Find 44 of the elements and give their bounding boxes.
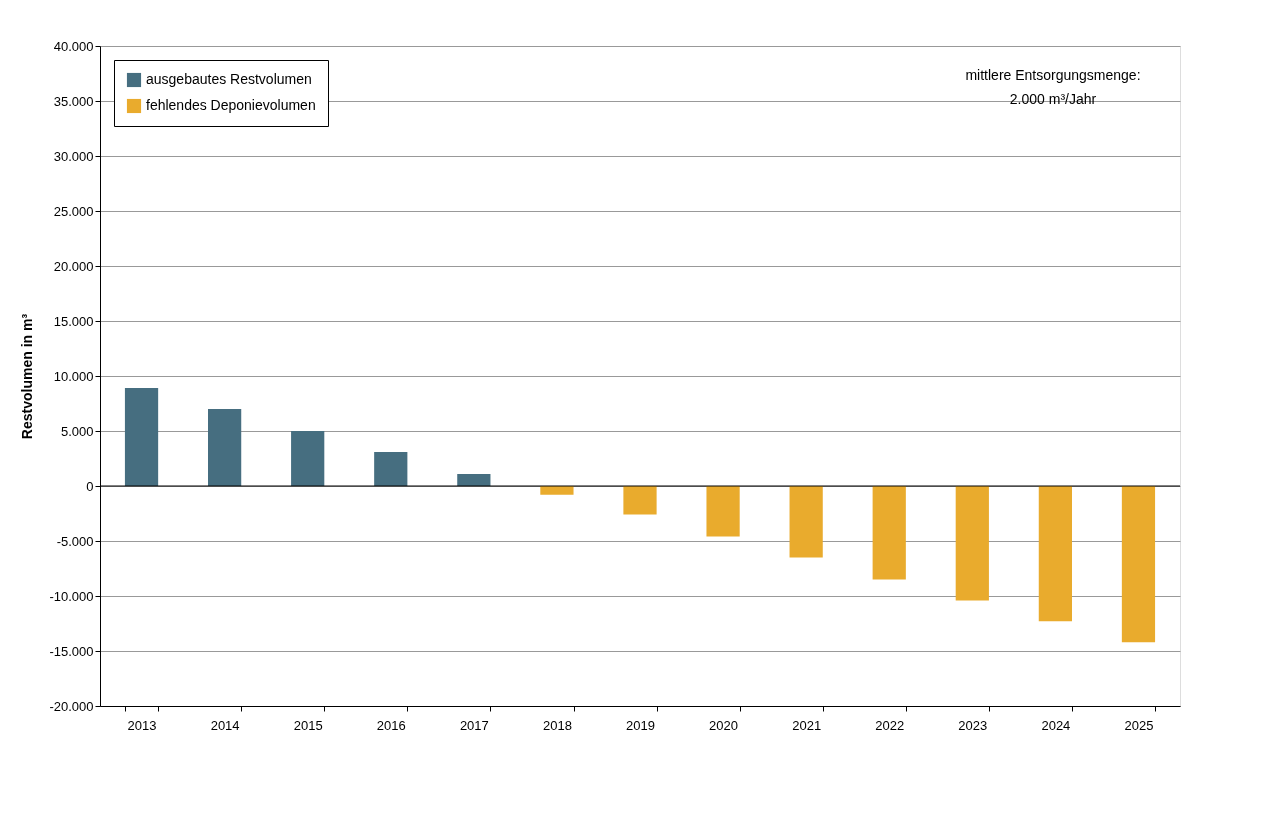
y-tick-label: 25.000 xyxy=(53,203,94,219)
x-tick-label: 2019 xyxy=(626,717,655,733)
bar xyxy=(872,486,906,580)
x-tick-label: 2020 xyxy=(709,717,739,733)
x-tick-label: 2015 xyxy=(293,717,323,733)
legend-label: fehlendes Deponievolumen xyxy=(146,97,316,113)
y-tick-label: 0 xyxy=(86,478,94,494)
x-tick-label: 2024 xyxy=(1041,717,1071,733)
bar xyxy=(706,486,740,537)
x-tick-label: 2023 xyxy=(958,717,988,733)
annotation: mittlere Entsorgungsmenge: xyxy=(965,67,1141,83)
x-tick-label: 2013 xyxy=(127,717,157,733)
y-tick-label: -5.000 xyxy=(56,533,94,549)
y-tick-label: 40.000 xyxy=(53,38,94,54)
bar xyxy=(291,431,325,486)
bar xyxy=(1121,486,1156,643)
x-tick-label: 2017 xyxy=(459,717,489,733)
y-tick-label: 10.000 xyxy=(53,368,94,384)
y-tick-label: -20.000 xyxy=(49,698,94,714)
bar xyxy=(623,486,657,515)
annotation: 2.000 m³/Jahr xyxy=(1009,91,1097,107)
y-tick-label: -10.000 xyxy=(49,588,94,604)
y-tick-label: 5.000 xyxy=(60,423,94,439)
x-tick-label: 2021 xyxy=(792,717,822,733)
y-tick-label: 30.000 xyxy=(53,148,94,164)
x-tick-label: 2014 xyxy=(210,717,240,733)
bar xyxy=(540,486,574,495)
x-tick-label: 2018 xyxy=(542,717,572,733)
y-tick-label: 15.000 xyxy=(53,313,94,329)
x-tick-label: 2016 xyxy=(376,717,406,733)
x-tick-label: 2022 xyxy=(875,717,905,733)
y-tick-label: 20.000 xyxy=(53,258,94,274)
x-tick-label: 2025 xyxy=(1124,717,1154,733)
bar xyxy=(124,388,159,486)
bar xyxy=(955,486,989,601)
y-tick-label: -15.000 xyxy=(49,643,94,659)
bar xyxy=(374,451,408,486)
bar xyxy=(1038,486,1072,622)
y-tick-label: 35.000 xyxy=(53,93,94,109)
legend-label: ausgebautes Restvolumen xyxy=(146,71,312,87)
bar xyxy=(457,473,491,486)
bar xyxy=(789,486,823,558)
bar xyxy=(208,409,242,486)
y-axis-title: Restvolumen in m³ xyxy=(19,313,36,440)
